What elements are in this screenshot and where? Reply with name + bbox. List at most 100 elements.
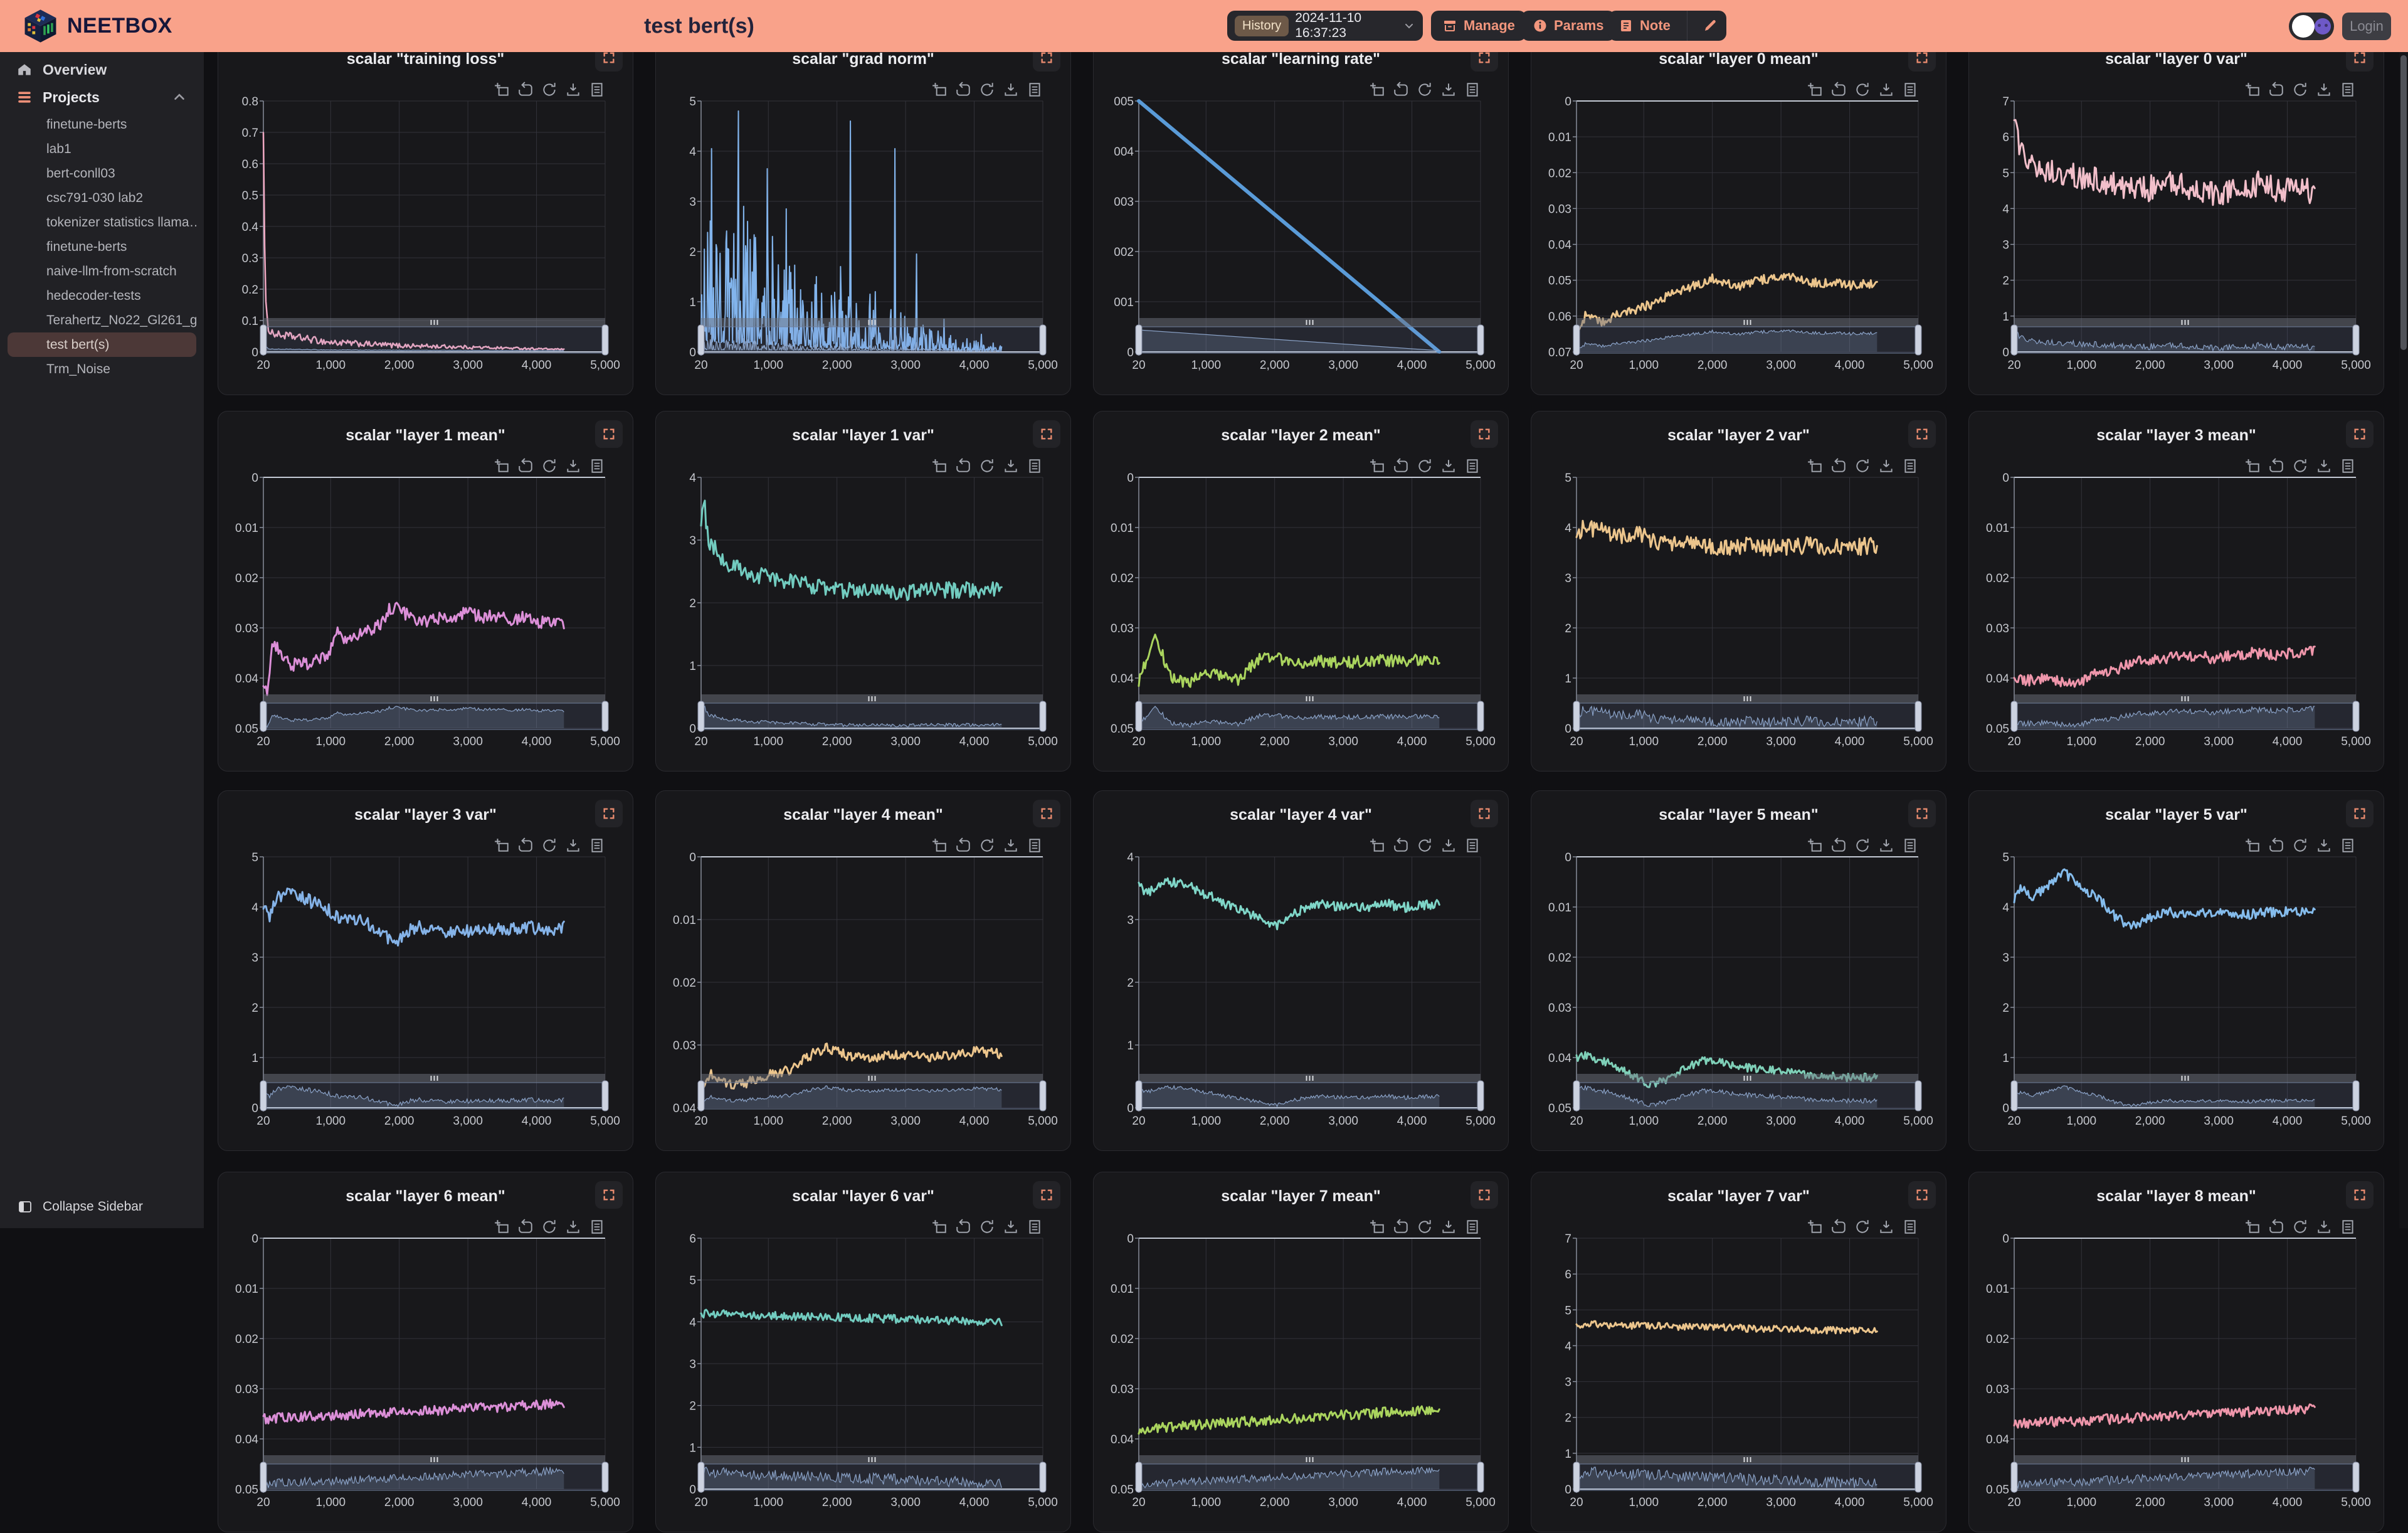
data-view-icon[interactable] [2340, 837, 2356, 854]
manage-button[interactable]: Manage [1431, 11, 1526, 41]
sidebar-item-overview[interactable]: Overview [0, 56, 204, 83]
data-view-icon[interactable] [1464, 82, 1481, 98]
zoom-reset-icon[interactable] [1393, 837, 1409, 854]
zoom-reset-icon[interactable] [517, 837, 534, 854]
save-image-icon[interactable] [1003, 458, 1019, 474]
save-image-icon[interactable] [565, 82, 581, 98]
box-zoom-icon[interactable] [1807, 1219, 1823, 1235]
sidebar-item-projects[interactable]: Projects [0, 83, 204, 111]
restore-icon[interactable] [1417, 82, 1433, 98]
restore-icon[interactable] [1417, 1219, 1433, 1235]
save-image-icon[interactable] [1878, 458, 1894, 474]
note-button[interactable]: Note [1608, 11, 1681, 41]
sidebar-project-item[interactable]: Terahertz_No22_Gl261_gl… [46, 312, 196, 327]
expand-chart-button[interactable] [1033, 800, 1060, 827]
save-image-icon[interactable] [1003, 1219, 1019, 1235]
save-image-icon[interactable] [1440, 837, 1457, 854]
box-zoom-icon[interactable] [494, 458, 510, 474]
save-image-icon[interactable] [1440, 458, 1457, 474]
save-image-icon[interactable] [2316, 82, 2332, 98]
box-zoom-icon[interactable] [2244, 1219, 2261, 1235]
expand-chart-button[interactable] [595, 1181, 623, 1209]
save-image-icon[interactable] [1003, 82, 1019, 98]
expand-chart-button[interactable] [2346, 1181, 2374, 1209]
data-view-icon[interactable] [589, 82, 605, 98]
save-image-icon[interactable] [1440, 82, 1457, 98]
theme-toggle[interactable] [2289, 13, 2334, 40]
zoom-reset-icon[interactable] [955, 837, 971, 854]
data-view-icon[interactable] [2340, 1219, 2356, 1235]
zoom-reset-icon[interactable] [2268, 82, 2284, 98]
box-zoom-icon[interactable] [931, 82, 948, 98]
scrollbar-thumb[interactable] [2400, 55, 2407, 350]
expand-chart-button[interactable] [1033, 1181, 1060, 1209]
save-image-icon[interactable] [1440, 1219, 1457, 1235]
sidebar-project-item[interactable]: finetune-berts [46, 239, 127, 254]
restore-icon[interactable] [979, 82, 995, 98]
expand-chart-button[interactable] [1908, 800, 1936, 827]
restore-icon[interactable] [541, 837, 557, 854]
chart-plot[interactable]: 5 4 3 2 1 020 1,000 2,000 3,000 4,000 5,000 [1969, 791, 2385, 1152]
zoom-reset-icon[interactable] [1393, 458, 1409, 474]
box-zoom-icon[interactable] [1807, 837, 1823, 854]
save-image-icon[interactable] [1878, 82, 1894, 98]
data-view-icon[interactable] [1902, 1219, 1918, 1235]
expand-chart-button[interactable] [2346, 800, 2374, 827]
expand-chart-button[interactable] [1471, 1181, 1498, 1209]
zoom-reset-icon[interactable] [1830, 458, 1847, 474]
data-view-icon[interactable] [2340, 82, 2356, 98]
data-view-icon[interactable] [1464, 1219, 1481, 1235]
chart-plot[interactable]: 5 4 3 2 1 020 1,000 2,000 3,000 4,000 5,000 [656, 35, 1072, 396]
collapse-sidebar-button[interactable]: Collapse Sidebar [0, 1194, 204, 1219]
sidebar-project-item[interactable]: lab1 [46, 141, 71, 156]
box-zoom-icon[interactable] [494, 82, 510, 98]
data-view-icon[interactable] [1027, 82, 1043, 98]
box-zoom-icon[interactable] [2244, 82, 2261, 98]
box-zoom-icon[interactable] [931, 837, 948, 854]
box-zoom-icon[interactable] [1807, 82, 1823, 98]
chart-plot[interactable]: 005 004 003 002 001 020 1,000 2,000 3,000 4,000 5,… [1094, 35, 1509, 396]
box-zoom-icon[interactable] [494, 837, 510, 854]
sidebar-project-item[interactable]: naive-llm-from-scratch [46, 263, 177, 278]
sidebar-project-item[interactable]: finetune-berts [46, 117, 127, 132]
save-image-icon[interactable] [565, 1219, 581, 1235]
restore-icon[interactable] [979, 458, 995, 474]
sidebar-project-item[interactable]: csc791-030 lab2 [46, 190, 144, 205]
restore-icon[interactable] [979, 1219, 995, 1235]
restore-icon[interactable] [2292, 82, 2308, 98]
zoom-reset-icon[interactable] [955, 1219, 971, 1235]
zoom-reset-icon[interactable] [1830, 82, 1847, 98]
restore-icon[interactable] [1417, 837, 1433, 854]
data-view-icon[interactable] [589, 458, 605, 474]
restore-icon[interactable] [1854, 458, 1871, 474]
box-zoom-icon[interactable] [1369, 458, 1385, 474]
data-view-icon[interactable] [1027, 458, 1043, 474]
history-select[interactable]: History 2024-11-10 16:37:23 [1227, 11, 1423, 41]
restore-icon[interactable] [2292, 1219, 2308, 1235]
data-view-icon[interactable] [1464, 458, 1481, 474]
brand[interactable]: NEETBOX [23, 8, 172, 44]
expand-chart-button[interactable] [595, 420, 623, 448]
sidebar-project-item[interactable]: hedecoder-tests [46, 288, 141, 303]
save-image-icon[interactable] [1878, 837, 1894, 854]
save-image-icon[interactable] [1003, 837, 1019, 854]
restore-icon[interactable] [979, 837, 995, 854]
edit-note-button[interactable] [1694, 11, 1726, 41]
zoom-reset-icon[interactable] [517, 1219, 534, 1235]
restore-icon[interactable] [2292, 837, 2308, 854]
chart-plot[interactable]: 4 3 2 1 020 1,000 2,000 3,000 4,000 5,000 [656, 411, 1072, 772]
zoom-reset-icon[interactable] [1830, 837, 1847, 854]
params-button[interactable]: Params [1521, 11, 1615, 41]
zoom-reset-icon[interactable] [1393, 82, 1409, 98]
save-image-icon[interactable] [1878, 1219, 1894, 1235]
restore-icon[interactable] [541, 1219, 557, 1235]
save-image-icon[interactable] [2316, 837, 2332, 854]
save-image-icon[interactable] [565, 837, 581, 854]
box-zoom-icon[interactable] [2244, 458, 2261, 474]
sidebar-project-item[interactable]: bert-conll03 [46, 166, 115, 181]
